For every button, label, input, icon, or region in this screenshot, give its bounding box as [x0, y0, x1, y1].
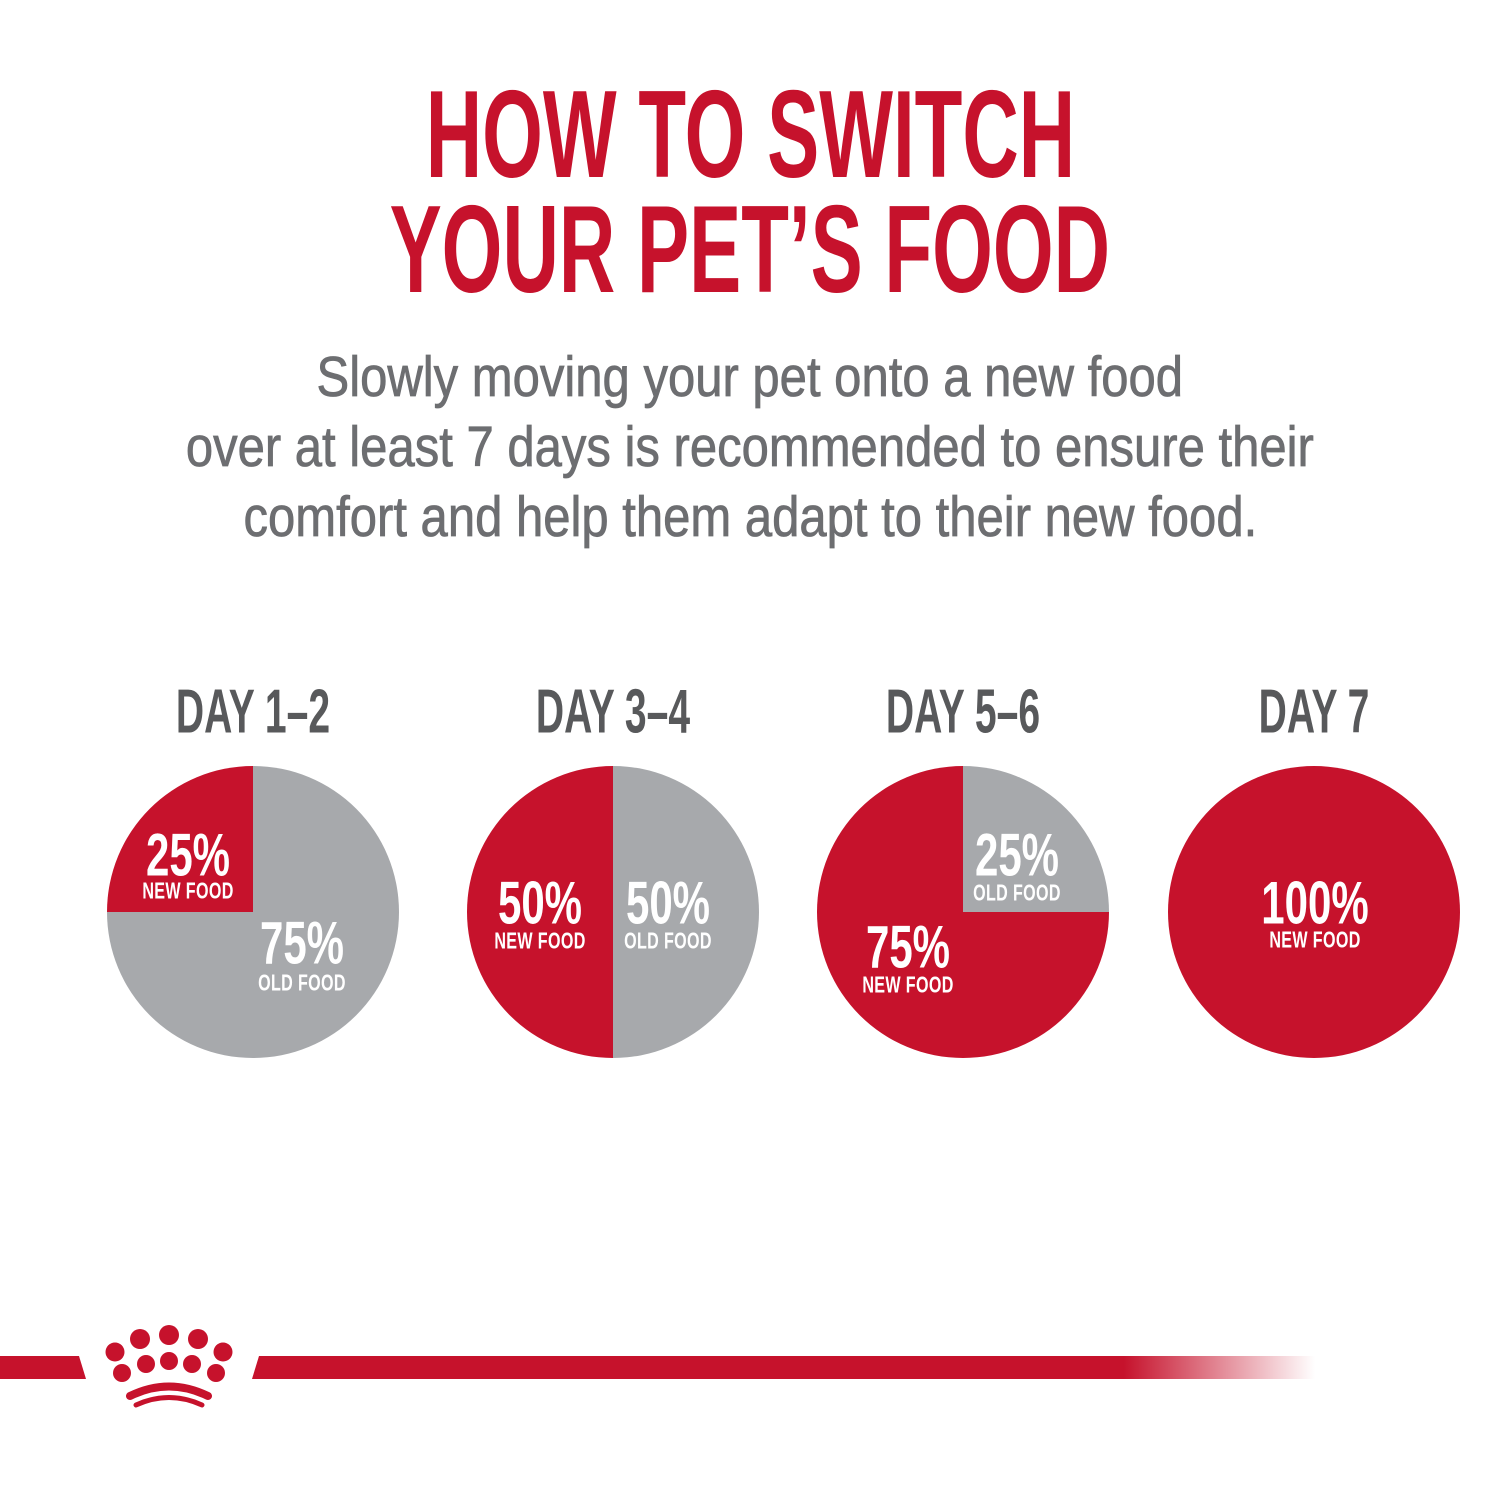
- pie-chart-day-3-4: 50% NEW FOOD 50% OLD FOOD: [467, 766, 759, 1058]
- slice-label-old-food: OLD FOOD: [624, 927, 712, 954]
- pie-chart-day-7: 100% NEW FOOD: [1168, 766, 1460, 1058]
- slice-label-old-food: OLD FOOD: [973, 879, 1061, 906]
- brand-band-left: [0, 1356, 86, 1379]
- brand-band-right: [252, 1356, 1315, 1379]
- intro-line-1: Slowly moving your pet onto a new food: [316, 345, 1184, 410]
- page-title: HOW TO SWITCH YOUR PET’S FOOD: [0, 66, 1500, 319]
- intro-text: Slowly moving your pet onto a new food ov…: [0, 342, 1500, 552]
- pie-chart-day-5-6: 75% NEW FOOD 25% OLD FOOD: [817, 766, 1109, 1058]
- title-line-2: YOUR PET’S FOOD: [389, 181, 1111, 319]
- intro-line-2: over at least 7 days is recommended to e…: [185, 415, 1315, 480]
- slice-label-new-food-pct: 75%: [865, 913, 951, 981]
- slice-label-old-food-pct: 25%: [974, 821, 1060, 889]
- slice-label-new-food: NEW FOOD: [142, 877, 234, 904]
- slice-label-new-food-pct: 25%: [145, 821, 231, 889]
- slice-label-new-food-pct: 50%: [497, 869, 583, 937]
- slice-label-old-food-pct: 75%: [259, 909, 345, 977]
- day-7-heading: DAY 7: [1258, 677, 1370, 747]
- pie-chart-day-1-2: 25% NEW FOOD 75% OLD FOOD: [107, 766, 399, 1058]
- royal-canin-crown-icon: [105, 1325, 233, 1408]
- slice-label-new-food: NEW FOOD: [862, 971, 954, 998]
- day-1-2-heading: DAY 1–2: [175, 677, 331, 747]
- day-5-6-heading: DAY 5–6: [885, 677, 1041, 747]
- slice-label-new-food-pct: 100%: [1261, 869, 1369, 937]
- title-line-1: HOW TO SWITCH: [425, 66, 1075, 204]
- slice-label-old-food: OLD FOOD: [258, 969, 346, 996]
- slice-label-old-food-pct: 50%: [625, 869, 711, 937]
- slice-label-new-food: NEW FOOD: [494, 927, 586, 954]
- slice-label-new-food: NEW FOOD: [1269, 926, 1361, 953]
- day-3-4-heading: DAY 3–4: [535, 677, 691, 747]
- intro-line-3: comfort and help them adapt to their new…: [243, 485, 1257, 550]
